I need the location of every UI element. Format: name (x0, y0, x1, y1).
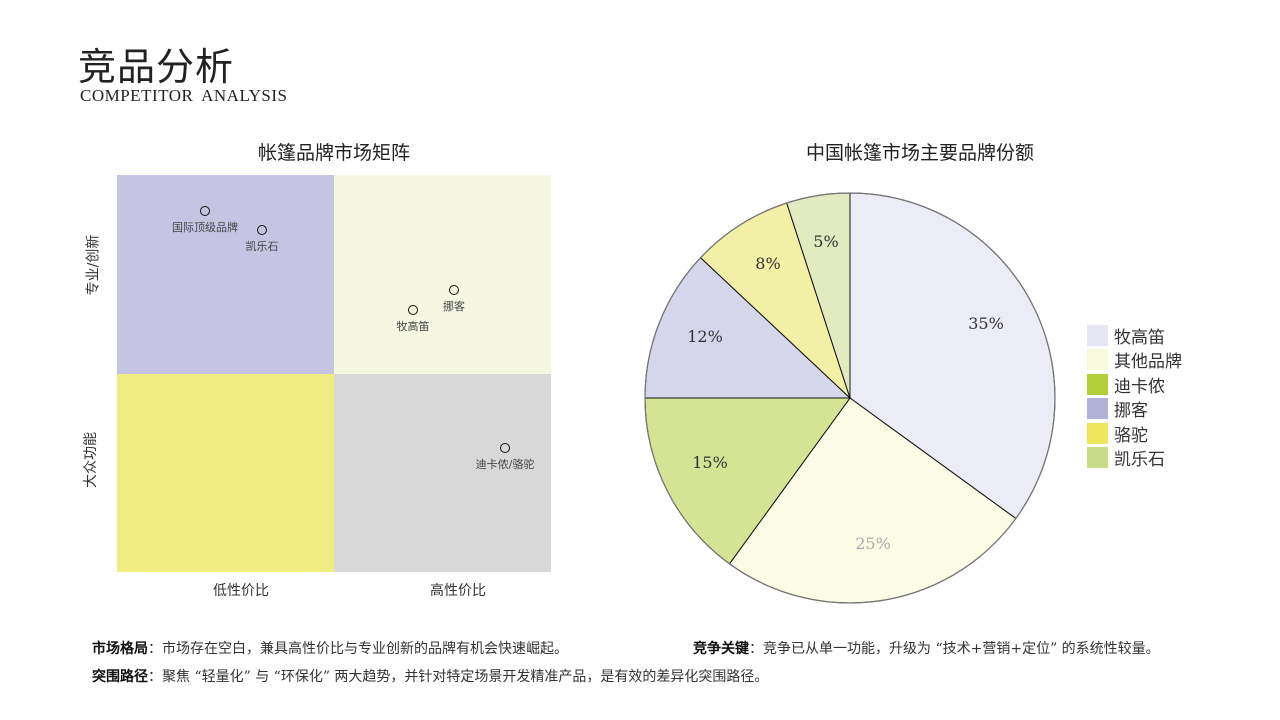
legend-swatch (1087, 324, 1108, 346)
note-heading: 市场格局 (92, 641, 148, 657)
legend-item: 骆驼 (1087, 421, 1182, 446)
point-label: 凯乐石 (245, 240, 279, 253)
pie-label-mobigarden: 35% (968, 314, 1004, 333)
note-text: ：聚焦 “轻量化” 与 “环保化” 两大趋势，并针对特定场景开发精准产品，是有效… (148, 669, 769, 685)
quadrant-mass-low-value (117, 374, 334, 572)
pie-label-others: 25% (855, 534, 891, 553)
legend-label: 挪客 (1114, 401, 1148, 422)
legend-item: 牧高笛 (1087, 323, 1182, 348)
legend-swatch (1087, 398, 1108, 420)
page-title-cn: 竞品分析 (78, 45, 235, 89)
note-text: ：市场存在空白，兼具高性价比与专业创新的品牌有机会快速崛起。 (148, 641, 568, 657)
legend-swatch (1087, 349, 1108, 371)
page-title-en: COMPETITOR ANALYSIS (80, 86, 288, 105)
point-label: 迪卡侬/骆驼 (475, 458, 535, 471)
legend-item: 迪卡侬 (1087, 372, 1182, 397)
quadrant-pro-high-value (334, 175, 551, 374)
legend-swatch (1087, 373, 1108, 395)
legend-label: 凯乐石 (1114, 450, 1165, 471)
pie-label-naturehike: 12% (687, 327, 723, 346)
pie-chart-title: 中国帐篷市场主要品牌份额 (805, 142, 1034, 164)
legend-label: 迪卡侬 (1114, 376, 1165, 397)
legend-label: 牧高笛 (1114, 327, 1165, 348)
note-market-landscape: 市场格局：市场存在空白，兼具高性价比与专业创新的品牌有机会快速崛起。 (92, 638, 568, 658)
brand-matrix: 国际顶级品牌 凯乐石 挪客 牧高笛 迪卡侬/骆驼 (117, 175, 551, 572)
legend-item: 其他品牌 (1087, 348, 1182, 373)
note-competition-key: 竞争关键：竞争已从单一功能，升级为 “技术+营销+定位” 的系统性较量。 (693, 638, 1160, 658)
pie-label-kailas: 5% (813, 232, 838, 251)
pie-label-camel: 8% (755, 254, 780, 273)
quadrant-mass-high-value (334, 374, 551, 572)
legend-item: 凯乐石 (1087, 446, 1182, 471)
point-marker-naturehike (449, 285, 459, 295)
note-text: ：竞争已从单一功能，升级为 “技术+营销+定位” 的系统性较量。 (749, 641, 1160, 657)
note-breakthrough-path: 突围路径：聚焦 “轻量化” 与 “环保化” 两大趋势，并针对特定场景开发精准产品… (92, 666, 768, 686)
point-marker-intl-top (200, 206, 210, 216)
matrix-chart-title: 帐篷品牌市场矩阵 (257, 142, 410, 164)
pie-legend: 牧高笛 其他品牌 迪卡侬 挪客 骆驼 凯乐石 (1087, 323, 1182, 470)
legend-swatch (1087, 447, 1108, 469)
point-label: 牧高笛 (396, 320, 430, 333)
pie-label-decathlon: 15% (692, 453, 728, 472)
point-label: 挪客 (443, 300, 465, 313)
legend-label: 其他品牌 (1114, 352, 1182, 373)
point-label: 国际顶级品牌 (172, 221, 238, 234)
quadrant-pro-low-value (117, 175, 334, 374)
point-marker-decathlon-camel (500, 443, 510, 453)
legend-item: 挪客 (1087, 397, 1182, 422)
x-axis-label-left: 低性价比 (213, 583, 269, 599)
legend-swatch (1087, 422, 1108, 444)
legend-label: 骆驼 (1114, 425, 1148, 446)
x-axis-label-right: 高性价比 (430, 583, 486, 599)
point-marker-kailas (257, 225, 267, 235)
point-marker-mobigarden (408, 305, 418, 315)
note-heading: 突围路径 (92, 669, 148, 685)
note-heading: 竞争关键 (693, 641, 749, 657)
